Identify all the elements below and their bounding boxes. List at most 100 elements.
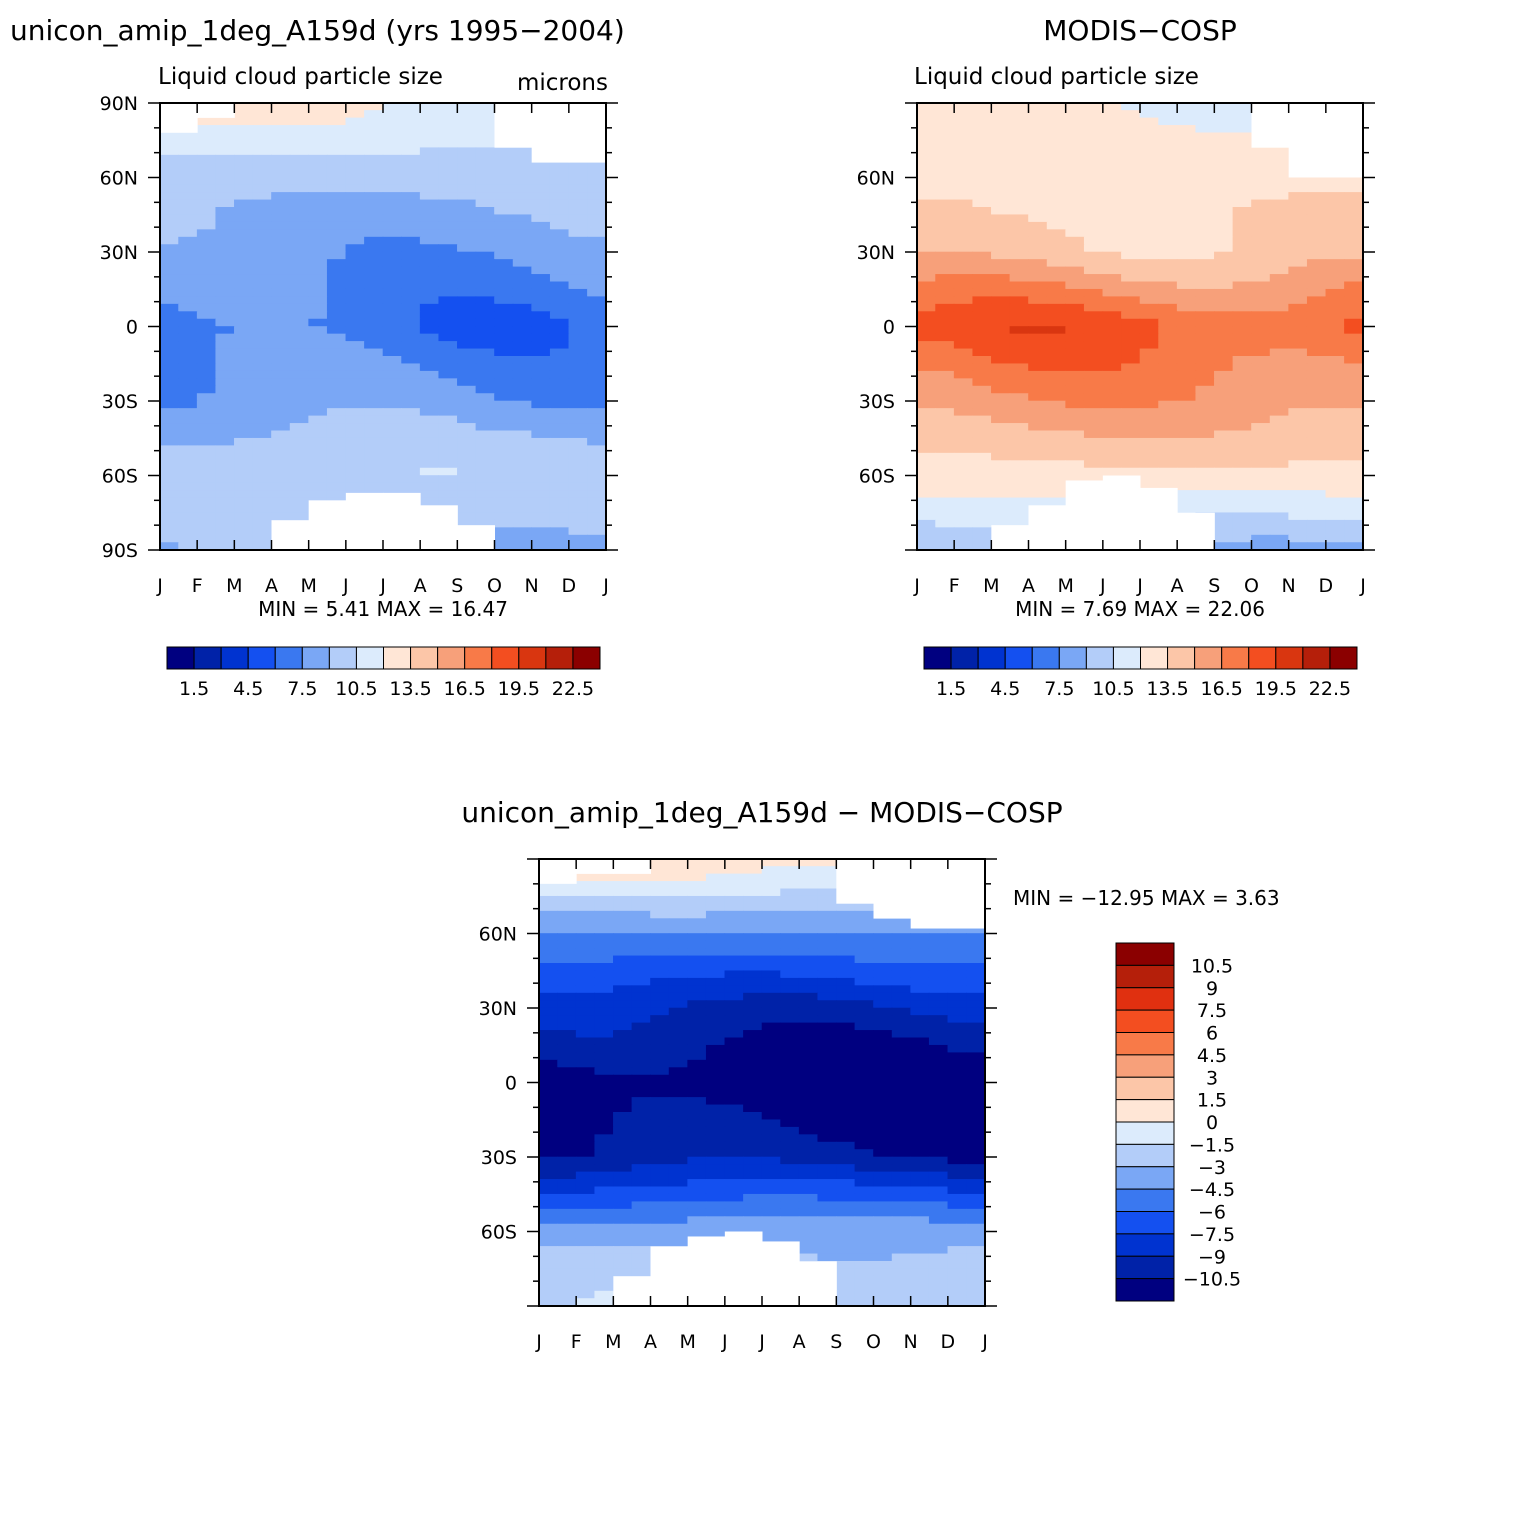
- contour-cell: [475, 311, 495, 320]
- contour-cell: [1083, 370, 1104, 379]
- contour-cell: [160, 437, 179, 446]
- contour-cell: [549, 318, 570, 327]
- contour-cell: [724, 1134, 744, 1143]
- contour-cell: [160, 236, 179, 245]
- contour-cell: [1065, 207, 1085, 216]
- contour-cell: [1344, 259, 1363, 268]
- contour-cell: [345, 356, 365, 365]
- contour-cell: [743, 1059, 763, 1068]
- contour-cell: [917, 266, 936, 275]
- contour-cell: [364, 326, 384, 335]
- contour-cell: [1214, 110, 1234, 119]
- contour-cell: [1214, 154, 1234, 163]
- contour-cell: [1121, 415, 1141, 424]
- contour-cell: [1214, 125, 1234, 134]
- colorbar-box: [301, 646, 330, 670]
- contour-cell: [594, 1275, 614, 1284]
- contour-cell: [724, 859, 744, 867]
- contour-cell: [650, 1112, 670, 1121]
- colorbar-label: 4.5: [1197, 1045, 1227, 1067]
- colorbar-label: 4.5: [990, 678, 1020, 700]
- contour-cell: [401, 110, 421, 119]
- contour-cell: [1214, 207, 1234, 216]
- contour-cell: [743, 1149, 763, 1158]
- contour-cell: [160, 288, 179, 297]
- contour-cell: [613, 1015, 633, 1024]
- contour-cell: [724, 888, 744, 897]
- contour-cell: [215, 400, 235, 409]
- contour-cell: [594, 963, 614, 972]
- contour-cell: [1102, 259, 1122, 268]
- contour-cell: [1046, 117, 1066, 126]
- contour-cell: [953, 244, 974, 253]
- contour-cell: [668, 1156, 688, 1165]
- contour-cell: [743, 1216, 763, 1225]
- contour-cell: [854, 1015, 874, 1024]
- colorbar-label: 1.5: [179, 678, 209, 700]
- contour-cell: [613, 1179, 633, 1188]
- contour-cell: [419, 415, 440, 424]
- contour-cell: [1102, 251, 1122, 260]
- contour-cell: [668, 1000, 688, 1009]
- contour-cell: [160, 534, 179, 543]
- contour-cell: [1083, 229, 1104, 238]
- contour-cell: [178, 192, 198, 201]
- contour-cell: [991, 393, 1011, 402]
- contour-cell: [817, 910, 837, 919]
- contour-cell: [724, 1007, 744, 1016]
- contour-cell: [1121, 356, 1141, 365]
- contour-cell: [1046, 363, 1066, 372]
- contour-cell: [891, 1112, 911, 1121]
- contour-cell: [364, 274, 384, 283]
- contour-cell: [631, 1052, 651, 1061]
- contour-cell: [568, 385, 588, 394]
- contour-cell: [935, 497, 955, 506]
- contour-cell: [1028, 139, 1048, 148]
- contour-cell: [252, 214, 272, 223]
- contour-cell: [539, 1119, 558, 1128]
- contour-cell: [215, 460, 235, 469]
- contour-cell: [1288, 356, 1308, 365]
- contour-cell: [743, 925, 763, 934]
- contour-cell: [631, 1015, 651, 1024]
- contour-cell: [953, 281, 974, 290]
- contour-cell: [345, 251, 365, 260]
- contour-cell: [475, 132, 495, 141]
- colorbar-label: −3: [1198, 1157, 1226, 1179]
- contour-cell: [594, 1007, 614, 1016]
- contour-cell: [234, 430, 254, 439]
- contour-cell: [761, 1186, 781, 1195]
- contour-cell: [531, 281, 551, 290]
- contour-cell: [947, 933, 967, 942]
- contour-cell: [966, 1238, 985, 1247]
- contour-cell: [252, 423, 272, 432]
- contour-cell: [966, 1126, 985, 1135]
- contour-cell: [457, 326, 477, 335]
- contour-cell: [1306, 199, 1327, 208]
- contour-cell: [549, 169, 570, 178]
- contour-cell: [1009, 475, 1029, 484]
- contour-cell: [178, 408, 198, 417]
- contour-cell: [494, 475, 514, 484]
- contour-cell: [438, 333, 458, 342]
- contour-cell: [512, 423, 532, 432]
- contour-cell: [1158, 475, 1178, 484]
- contour-cell: [475, 192, 495, 201]
- contour-cell: [966, 970, 985, 979]
- contour-cell: [817, 963, 837, 972]
- contour-cell: [475, 147, 495, 156]
- contour-cell: [953, 139, 974, 148]
- contour-cell: [631, 1119, 651, 1128]
- contour-cell: [549, 207, 570, 216]
- contour-cell: [1009, 266, 1029, 275]
- contour-cell: [966, 1216, 985, 1225]
- contour-cell: [917, 430, 936, 439]
- contour-cell: [1251, 512, 1271, 521]
- contour-cell: [1065, 452, 1085, 461]
- contour-cell: [668, 1201, 688, 1210]
- contour-cell: [475, 482, 495, 491]
- contour-cell: [891, 1007, 911, 1016]
- contour-cell: [1158, 103, 1178, 111]
- contour-cell: [935, 132, 955, 141]
- contour-cell: [1065, 110, 1085, 119]
